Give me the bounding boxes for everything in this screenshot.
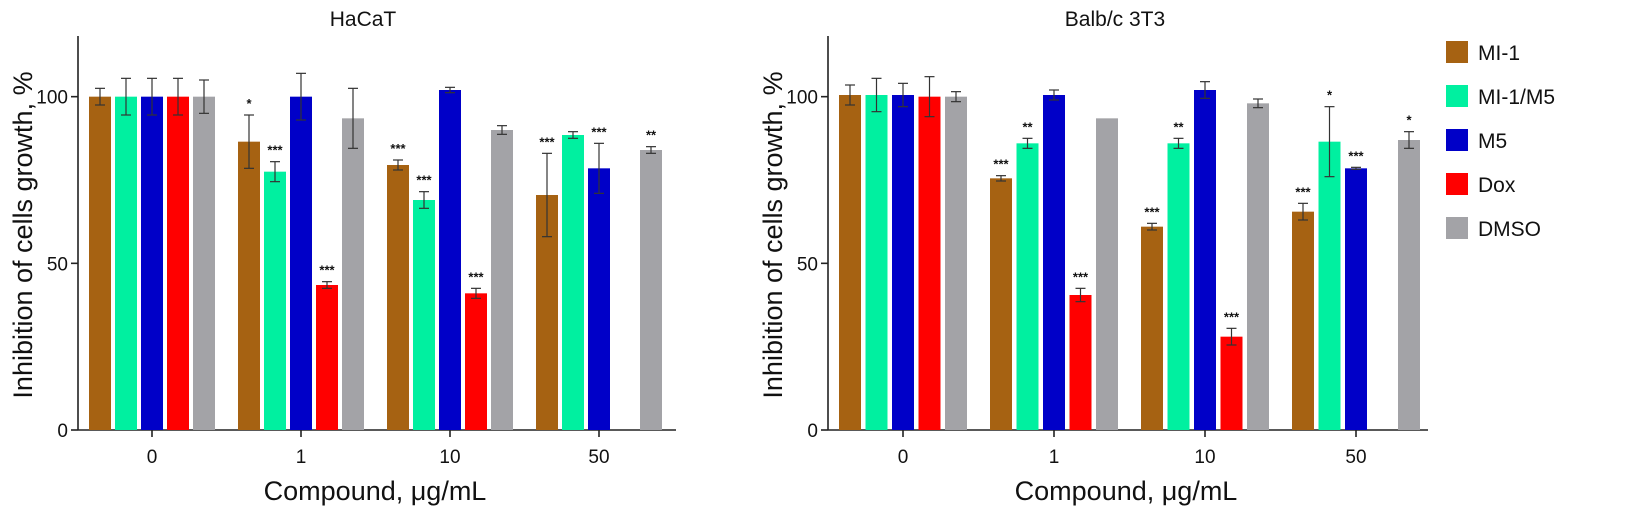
y-tick-label: 0 bbox=[807, 421, 818, 442]
significance-label: ** bbox=[1173, 119, 1184, 134]
significance-label: * bbox=[1406, 113, 1412, 128]
bar-mi-1-0 bbox=[839, 95, 861, 430]
bar-dox-0 bbox=[167, 96, 189, 431]
bar-mi-1-m5-0 bbox=[115, 96, 137, 431]
significance-label: ** bbox=[646, 128, 657, 143]
bar-m5-1 bbox=[1043, 95, 1065, 430]
x-tick-label: 1 bbox=[296, 447, 307, 468]
significance-label: *** bbox=[416, 173, 432, 188]
bar-m5-10 bbox=[439, 90, 461, 430]
bar-mi-1-m5-0 bbox=[865, 95, 888, 430]
legend-label: MI-1/M5 bbox=[1478, 86, 1555, 109]
legend-swatch bbox=[1446, 85, 1468, 107]
significance-label: *** bbox=[993, 157, 1009, 172]
x-tick-label: 0 bbox=[898, 447, 909, 468]
y-tick-label: 50 bbox=[47, 254, 68, 275]
significance-label: *** bbox=[1348, 148, 1364, 163]
y-axis-title: Inhibition of cells growth, % bbox=[758, 71, 788, 398]
bar-dmso-0 bbox=[945, 96, 967, 431]
significance-label: *** bbox=[1295, 184, 1311, 199]
x-tick-label: 10 bbox=[1194, 447, 1215, 468]
bar-dox-1 bbox=[316, 285, 338, 430]
significance-label: *** bbox=[1144, 204, 1160, 219]
bar-mi-1-1 bbox=[238, 141, 260, 430]
x-tick-label: 10 bbox=[439, 447, 460, 468]
significance-label: *** bbox=[591, 124, 607, 139]
legend-swatch bbox=[1446, 173, 1468, 195]
bar-mi-1-1 bbox=[990, 178, 1012, 430]
y-tick-label: 100 bbox=[786, 88, 818, 109]
significance-label: *** bbox=[390, 141, 406, 156]
legend-label: M5 bbox=[1478, 130, 1507, 153]
bar-dox-1 bbox=[1069, 295, 1092, 430]
chart-title: HaCaT bbox=[330, 8, 397, 31]
bar-m5-10 bbox=[1194, 90, 1216, 430]
significance-label: *** bbox=[1073, 269, 1089, 284]
bar-m5-50 bbox=[588, 168, 610, 431]
significance-label: ** bbox=[1022, 119, 1033, 134]
bar-mi-1-50 bbox=[536, 195, 558, 430]
bar-m5-50 bbox=[1345, 168, 1367, 431]
bar-m5-0 bbox=[892, 95, 914, 430]
y-axis-title: Inhibition of cells growth, % bbox=[8, 71, 38, 398]
bar-dmso-1 bbox=[342, 118, 364, 430]
y-tick-label: 50 bbox=[797, 254, 818, 275]
x-tick-label: 0 bbox=[147, 447, 158, 468]
bar-dmso-50 bbox=[1398, 140, 1420, 430]
significance-label: *** bbox=[468, 269, 484, 284]
significance-label: * bbox=[1327, 88, 1333, 103]
legend: MI-1 MI-1/M5 M5 Dox DMSO bbox=[1446, 41, 1555, 241]
significance-label: *** bbox=[539, 134, 555, 149]
legend-label: MI-1 bbox=[1478, 42, 1520, 65]
bar-mi-1-0 bbox=[89, 96, 111, 431]
bar-dox-10 bbox=[1220, 336, 1243, 430]
legend-swatch bbox=[1446, 129, 1468, 151]
x-axis-title: Compound, μg/mL bbox=[264, 476, 487, 506]
significance-label: *** bbox=[1224, 309, 1240, 324]
bar-mi-1-m5-10 bbox=[1167, 143, 1190, 431]
legend-swatch bbox=[1446, 217, 1468, 239]
bar-mi-1-m5-1 bbox=[1016, 143, 1039, 431]
bar-mi-1-10 bbox=[387, 165, 409, 430]
x-tick-label: 1 bbox=[1049, 447, 1060, 468]
significance-label: *** bbox=[267, 143, 283, 158]
bar-dmso-10 bbox=[1247, 103, 1269, 430]
bar-mi-1-m5-1 bbox=[264, 171, 286, 430]
x-axis-title: Compound, μg/mL bbox=[1015, 476, 1238, 506]
y-tick-label: 0 bbox=[57, 421, 68, 442]
legend-label: Dox bbox=[1478, 174, 1516, 197]
bar-dmso-10 bbox=[491, 130, 513, 430]
bar-dox-0 bbox=[918, 96, 941, 431]
bar-dmso-50 bbox=[640, 150, 662, 430]
bar-dox-10 bbox=[465, 293, 487, 430]
bar-mi-1-m5-50 bbox=[562, 135, 584, 430]
bar-dmso-0 bbox=[193, 96, 215, 431]
bar-dmso-1 bbox=[1096, 118, 1118, 430]
bar-mi-1-50 bbox=[1292, 211, 1314, 430]
chart-title: Balb/c 3T3 bbox=[1065, 8, 1165, 31]
bar-mi-1-10 bbox=[1141, 226, 1163, 430]
bar-mi-1-m5-50 bbox=[1318, 141, 1341, 430]
y-tick-label: 100 bbox=[36, 88, 68, 109]
x-tick-label: 50 bbox=[588, 447, 609, 468]
x-tick-label: 50 bbox=[1345, 447, 1366, 468]
bar-m5-1 bbox=[290, 96, 312, 431]
significance-label: *** bbox=[319, 263, 335, 278]
legend-swatch bbox=[1446, 41, 1468, 63]
bar-mi-1-m5-10 bbox=[413, 200, 435, 430]
significance-label: * bbox=[246, 96, 252, 111]
bar-m5-0 bbox=[141, 96, 163, 431]
legend-label: DMSO bbox=[1478, 218, 1541, 241]
